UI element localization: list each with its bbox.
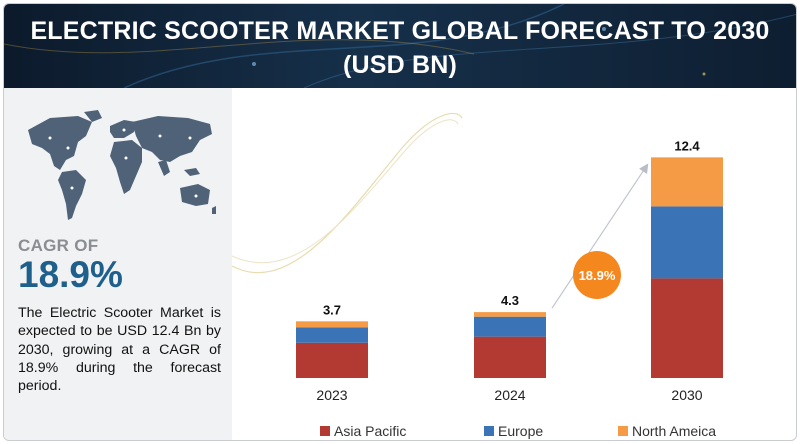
x-tick-label-2024: 2024 — [494, 387, 525, 403]
stacked-bar-chart: 3.7 2023 4.3 2024 12.4 2030 18.9% Asia Pacifi… — [232, 112, 723, 439]
legend-swatch-north-ameica — [618, 426, 628, 436]
cagr-trend-arrow — [551, 163, 649, 309]
bar-2030-asia-pacific — [651, 278, 723, 378]
legend-label-europe: Europe — [498, 423, 543, 439]
bar-2023-europe — [296, 327, 368, 343]
total-label-2023: 3.7 — [323, 302, 341, 317]
chart-background-swooshes — [232, 112, 463, 274]
market-description: The Electric Scooter Market is expected … — [18, 305, 221, 395]
bar-2024-asia-pacific — [474, 336, 546, 378]
x-tick-label-2030: 2030 — [671, 387, 702, 403]
world-map-icon — [28, 110, 216, 220]
summary-panel: CAGR OF 18.9% The Electric Scooter Marke… — [4, 88, 232, 440]
cagr-label: CAGR OF — [18, 236, 99, 255]
header-banner: ELECTRIC SCOOTER MARKET GLOBAL FORECAST … — [4, 4, 796, 88]
bar-2023-asia-pacific — [296, 342, 368, 378]
total-label-2030: 12.4 — [674, 138, 700, 153]
legend-swatch-asia-pacific — [320, 426, 330, 436]
header-background-decoration — [4, 4, 796, 88]
cagr-badge-label: 18.9% — [579, 268, 616, 283]
legend-swatch-europe — [484, 426, 494, 436]
total-label-2024: 4.3 — [501, 293, 519, 308]
cagr-value: 18.9% — [18, 254, 123, 295]
legend-label-north-ameica: North Ameica — [632, 423, 716, 439]
bar-2024-europe — [474, 316, 546, 337]
page-title: ELECTRIC SCOOTER MARKET GLOBAL FORECAST … — [30, 17, 770, 79]
bar-2024-north-ameica — [474, 312, 546, 317]
legend-label-asia-pacific: Asia Pacific — [334, 423, 406, 439]
x-tick-label-2023: 2023 — [316, 387, 347, 403]
bar-2023-north-ameica — [296, 321, 368, 328]
infographic-card: ELECTRIC SCOOTER MARKET GLOBAL FORECAST … — [3, 3, 797, 441]
cagr-badge — [573, 251, 621, 299]
bar-2030-north-ameica — [651, 157, 723, 207]
bar-2030-europe — [651, 206, 723, 279]
